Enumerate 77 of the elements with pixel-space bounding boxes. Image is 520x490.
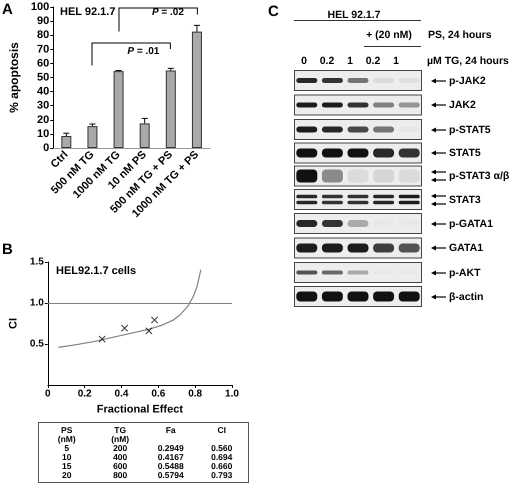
y-tick-label: 20 bbox=[37, 114, 50, 126]
text: + (20 nM) bbox=[366, 28, 412, 41]
x-axis-title: Fractional Effect bbox=[96, 404, 184, 416]
y-axis-title: % apoptosis bbox=[7, 42, 21, 113]
x-tick-label: 0.6 bbox=[151, 388, 166, 400]
x-tick-label: 0.8 bbox=[188, 388, 203, 400]
bar bbox=[140, 123, 150, 148]
y-tick-label: 40 bbox=[37, 86, 50, 98]
y-tick-label: 60 bbox=[37, 57, 50, 70]
text: 0.694 bbox=[210, 452, 234, 462]
y-tick-label: 1.0 bbox=[30, 298, 44, 308]
text: PS (nM) bbox=[56, 425, 77, 444]
text: 1 bbox=[347, 54, 353, 67]
bar bbox=[87, 126, 98, 148]
text: B bbox=[2, 241, 13, 258]
text: p-GATA1 bbox=[449, 217, 493, 230]
text: p-STAT5 bbox=[449, 123, 491, 136]
text: 0.2 bbox=[320, 54, 334, 67]
y-tick-label: 1.5 bbox=[30, 256, 44, 268]
y-tick-label: 0.5 bbox=[30, 338, 44, 350]
text: 0.660 bbox=[210, 460, 234, 471]
text: 400 bbox=[112, 452, 128, 462]
y-tick-label: 70 bbox=[37, 43, 50, 56]
y-tick-label: 50 bbox=[37, 72, 50, 84]
annotation: HEL 92.1.7 bbox=[60, 6, 116, 18]
text: GATA1 bbox=[449, 242, 484, 254]
text: C bbox=[268, 3, 279, 20]
text: TG (nM) bbox=[110, 425, 130, 444]
text: 0.2 bbox=[366, 54, 380, 67]
text: p-STAT3 α/β bbox=[449, 170, 510, 182]
text: 600 bbox=[112, 460, 128, 471]
text: µM TG, 24 hours bbox=[427, 54, 509, 67]
point bbox=[151, 316, 158, 324]
x-tick-label: 0.2 bbox=[78, 388, 92, 400]
x-tick-label: 0.4 bbox=[114, 388, 129, 400]
text: 10 bbox=[60, 452, 72, 462]
annotation: HEL92.1.7 cells bbox=[56, 265, 136, 277]
bar bbox=[114, 71, 124, 148]
bar bbox=[61, 136, 72, 148]
point bbox=[145, 327, 152, 334]
bar bbox=[192, 32, 202, 148]
text: 0 bbox=[301, 54, 307, 67]
x-tick-label: 1.0 bbox=[225, 388, 240, 400]
text: JAK2 bbox=[449, 98, 476, 111]
text: PS, 24 hours bbox=[428, 28, 492, 41]
text: STAT3 bbox=[449, 193, 481, 206]
text: 0.2949 bbox=[156, 442, 185, 453]
text: 800 bbox=[112, 470, 128, 482]
text: 0.560 bbox=[210, 442, 234, 453]
text: 0.5794 bbox=[156, 470, 185, 482]
text: 1 bbox=[393, 54, 399, 67]
text: 5 bbox=[64, 442, 70, 453]
text: A bbox=[2, 1, 13, 18]
text: p-JAK2 bbox=[449, 74, 486, 86]
text: 15 bbox=[60, 460, 72, 471]
y-tick-label: 10 bbox=[37, 128, 50, 140]
text: β-actin bbox=[449, 290, 484, 302]
text: 0.793 bbox=[210, 470, 234, 482]
point bbox=[121, 324, 128, 332]
text: 200 bbox=[113, 442, 128, 453]
annotation: P = .01 bbox=[127, 46, 160, 56]
y-tick-label: 30 bbox=[37, 100, 50, 112]
y-tick-label: 80 bbox=[37, 29, 50, 42]
y-tick-label: 100 bbox=[30, 1, 50, 13]
point bbox=[98, 336, 106, 343]
text: p-AKT bbox=[449, 266, 480, 278]
text: 0.5488 bbox=[156, 460, 185, 471]
text: STAT5 bbox=[449, 146, 481, 159]
text: 20 bbox=[60, 470, 72, 482]
text: Fa bbox=[164, 425, 177, 435]
x-tick-label: Ctrl bbox=[48, 148, 71, 171]
y-axis-title: CI bbox=[8, 318, 20, 329]
text: HEL 92.1.7 bbox=[328, 8, 380, 21]
y-tick-label: 90 bbox=[37, 15, 50, 28]
text: 0.4167 bbox=[156, 452, 185, 462]
text: CI bbox=[216, 425, 227, 435]
bar bbox=[166, 70, 176, 148]
